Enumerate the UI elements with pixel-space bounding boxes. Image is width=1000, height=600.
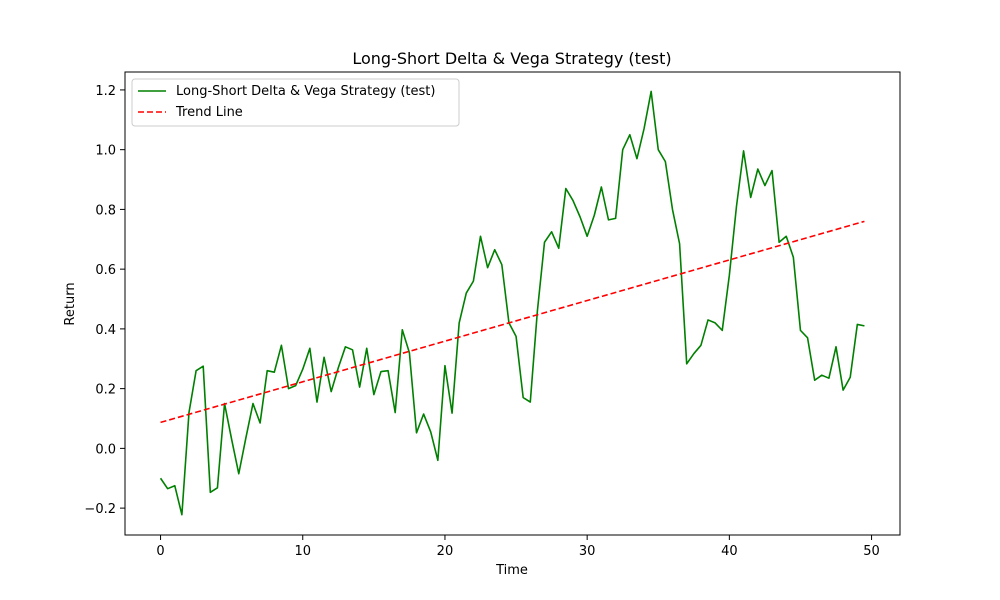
y-axis-label: Return	[63, 282, 78, 325]
series-line-trend	[160, 220, 865, 424]
x-tick-label: 20	[437, 544, 454, 559]
x-tick-label: 30	[579, 544, 596, 559]
y-tick-label: 0.0	[95, 442, 116, 457]
x-axis: 0 10 20 30 40 50	[156, 535, 880, 559]
y-tick-label: 0.4	[95, 323, 116, 338]
y-tick-label: 0.6	[95, 263, 116, 278]
y-tick-label: −0.2	[84, 502, 116, 517]
x-tick-label: 40	[721, 544, 738, 559]
legend-box	[131, 78, 460, 127]
y-tick-label: 1.2	[95, 84, 116, 99]
series-line-strategy	[159, 90, 865, 516]
y-tick-label: 0.2	[95, 383, 116, 398]
x-tick-label: 0	[156, 544, 164, 559]
legend: Long-Short Delta & Vega Strategy (test) …	[131, 78, 460, 127]
plot-frame	[124, 71, 901, 536]
legend-label-strategy: Long-Short Delta & Vega Strategy (test)	[176, 84, 435, 99]
chart-title: Long-Short Delta & Vega Strategy (test)	[352, 49, 671, 68]
x-tick-label: 10	[294, 544, 311, 559]
x-axis-label: Time	[495, 563, 528, 578]
plot-area	[125, 72, 900, 535]
y-tick-label: 0.8	[95, 203, 116, 218]
series-layer	[159, 90, 865, 516]
x-tick-label: 50	[863, 544, 880, 559]
y-tick-label: 1.0	[95, 144, 116, 159]
legend-label-trend: Trend Line	[175, 105, 243, 120]
y-axis: −0.2 0.0 0.2 0.4 0.6 0.8 1.0 1.2	[84, 84, 125, 517]
